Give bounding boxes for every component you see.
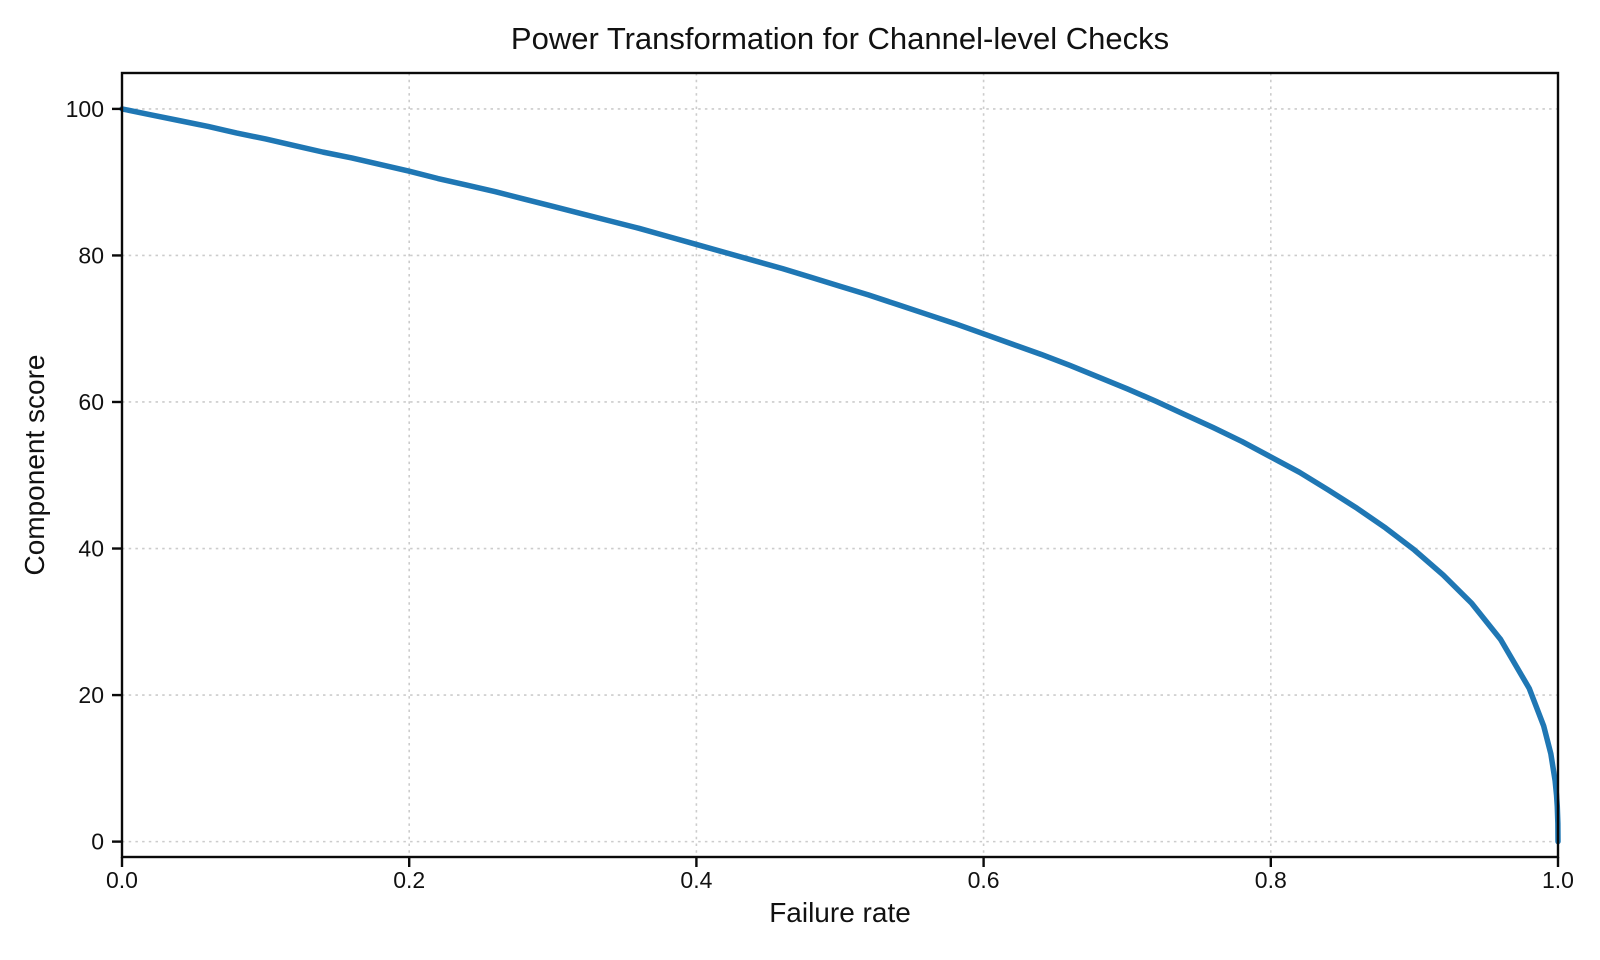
chart-title: Power Transformation for Channel-level C…	[510, 21, 1170, 56]
axes-spines	[120, 71, 1560, 859]
x-tick-label: 1.0	[1542, 867, 1574, 893]
grid-layer	[121, 73, 1559, 857]
x-tick-label: 0.6	[968, 867, 1000, 893]
series-layer	[119, 106, 1561, 845]
y-tick-label: 20	[78, 682, 104, 708]
y-tick-label: 60	[78, 389, 104, 415]
x-tick-label: 0.0	[106, 867, 138, 893]
y-tick-label: 80	[78, 242, 104, 268]
y-tick-label: 40	[78, 536, 104, 562]
x-tick-label: 0.2	[393, 867, 425, 893]
x-axis-label: Failure rate	[769, 897, 911, 928]
x-tick-label: 0.8	[1255, 867, 1287, 893]
y-tick-label: 0	[91, 829, 104, 855]
y-tick-label: 100	[66, 96, 104, 122]
series-line	[119, 106, 1561, 845]
x-tick-label: 0.4	[680, 867, 712, 893]
tick-layer: 0.0 0.2 0.4 0.6 0.8 1.0 0 20 40 60 80 100	[66, 96, 1574, 893]
